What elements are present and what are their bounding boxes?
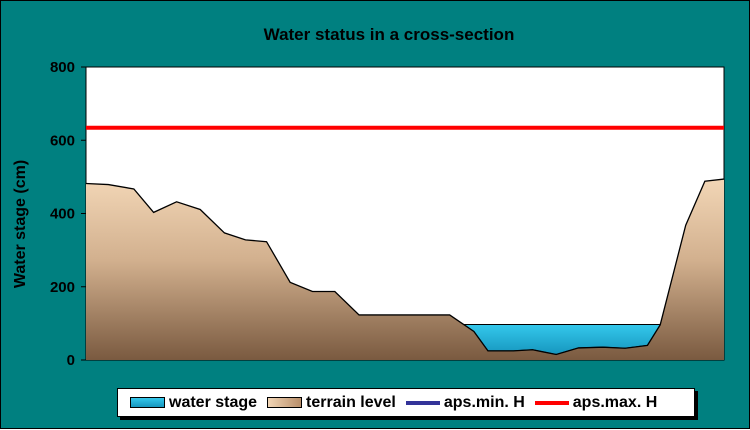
aps-min-swatch: [405, 400, 440, 405]
chart-title: Water status in a cross-section: [264, 25, 515, 44]
terrain-level-line: [85, 178, 725, 356]
aps-max-swatch: [534, 400, 569, 405]
terrain-level-area: [86, 179, 724, 360]
legend-item-aps-min: aps.min. H: [405, 393, 525, 412]
legend: water stage terrain level aps.min. H aps…: [117, 388, 695, 417]
y-tick-label: 400: [50, 206, 75, 223]
legend-item-water-stage: water stage: [130, 394, 257, 412]
legend-item-aps-max: aps.max. H: [534, 393, 658, 412]
legend-item-terrain-level: terrain level: [267, 394, 396, 412]
y-tick-label: 0: [67, 352, 75, 369]
legend-label-water-stage: water stage: [169, 393, 258, 411]
legend-label-terrain-level: terrain level: [306, 393, 396, 411]
legend-label-aps-min: aps.min. H: [443, 393, 525, 411]
y-tick-label: 200: [50, 279, 75, 296]
y-axis-ticks: 0 200 400 600 800: [50, 59, 86, 369]
y-axis-label: Water stage (cm): [12, 160, 29, 288]
legend-label-aps-max: aps.max. H: [572, 393, 658, 411]
chart-marks: [85, 125, 725, 360]
terrain-level-swatch: [267, 397, 303, 408]
y-tick-label: 800: [50, 59, 75, 76]
y-tick-label: 600: [50, 132, 75, 149]
water-stage-swatch: [130, 397, 165, 408]
